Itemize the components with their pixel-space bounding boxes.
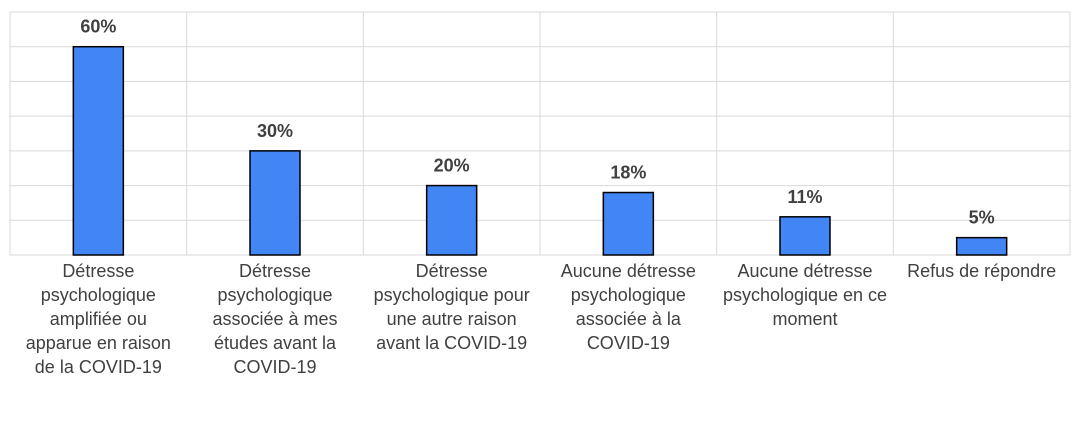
bar: [249, 150, 301, 256]
x-tick-label: Aucune détresse psychologique en ce mome…: [722, 261, 888, 329]
bar: [602, 191, 655, 256]
bar: [72, 45, 125, 256]
value-label: 20%: [434, 156, 470, 176]
value-label: 18%: [610, 163, 646, 183]
value-label: 11%: [787, 187, 822, 207]
value-label: 60%: [80, 17, 116, 37]
bar: [425, 184, 478, 256]
bar: [955, 236, 1008, 256]
x-tick-label: Aucune détresse psychologique associée à…: [560, 261, 696, 353]
x-tick-label: Détresse psychologique amplifiée ou appa…: [25, 261, 171, 377]
x-tick-label: Détresse psychologique associée à mes ét…: [212, 261, 338, 377]
bar: [779, 216, 831, 256]
value-label: 5%: [969, 208, 995, 228]
value-label: 30%: [257, 121, 293, 141]
x-tick-label: Refus de répondre: [907, 261, 1057, 281]
x-tick-label: Détresse psychologique pour une autre ra…: [373, 261, 530, 353]
